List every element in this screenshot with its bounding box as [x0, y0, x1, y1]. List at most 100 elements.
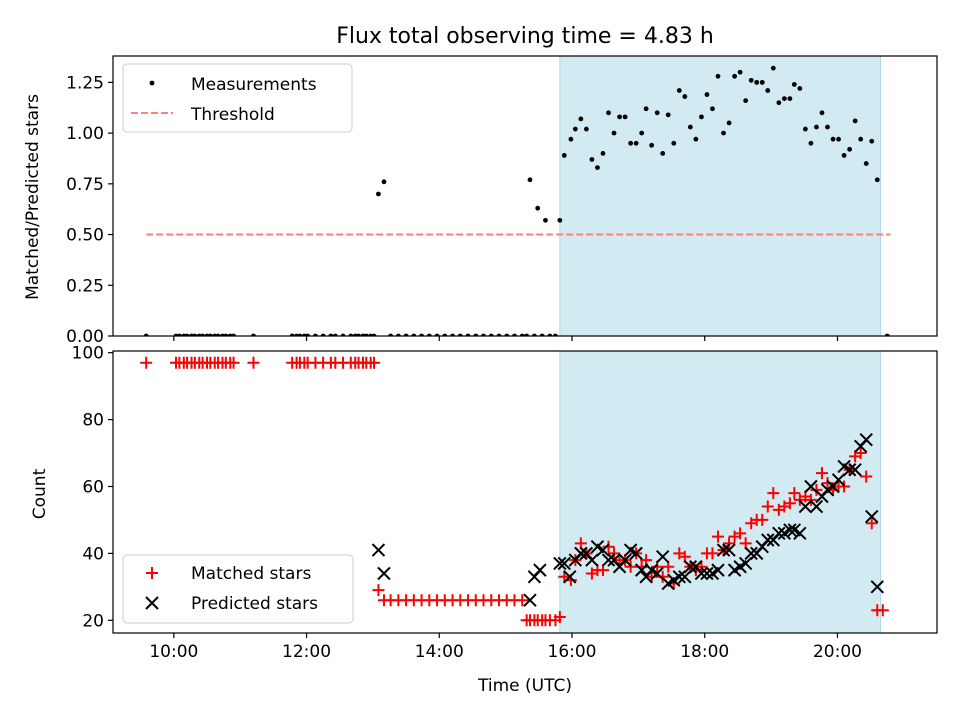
bottom-matched-stars-point: [810, 483, 823, 496]
bottom-predicted-stars-point: [716, 543, 731, 557]
bottom-matched-stars-point: [860, 470, 873, 483]
top-measurements-point: [557, 217, 563, 223]
bottom-matched-stars-point: [821, 477, 834, 490]
top-measurements-point: [791, 82, 797, 87]
bottom-xtick-label: 14:00: [415, 642, 464, 662]
bottom-predicted-stars-point: [596, 543, 610, 557]
bottom-ytick-label: 100: [72, 344, 104, 364]
bottom-predicted-stars-point: [804, 479, 818, 494]
top-measurements-point: [858, 136, 864, 142]
bottom-plot-content: [140, 351, 889, 633]
bottom-matched-stars-point: [767, 487, 780, 500]
bottom-predicted-stars-point: [738, 556, 753, 571]
top-ytick-label: 0.75: [66, 175, 104, 195]
bottom-matched-stars-point: [247, 356, 260, 369]
top-measurements-point: [654, 110, 660, 116]
top-measurements-point: [737, 69, 743, 75]
top-measurements-point: [797, 86, 803, 91]
top-measurements-point: [682, 94, 688, 99]
top-legend: Measurements Threshold: [122, 63, 353, 133]
top-measurements-point: [589, 157, 595, 162]
bottom-predicted-stars-point: [377, 566, 391, 581]
bottom-predicted-stars-point: [848, 463, 862, 477]
bottom-matched-stars-point: [783, 497, 796, 510]
top-y-axis-label: Matched/Predicted stars: [23, 94, 43, 300]
top-measurements-point: [535, 205, 541, 211]
legend-measurements-label: Measurements: [191, 75, 317, 95]
bottom-ytick-label: 60: [82, 477, 104, 497]
top-measurements-point: [874, 177, 880, 183]
bottom-xtick-label: 12:00: [282, 642, 331, 662]
top-panel: Flux total observing time = 4.83 h 0.000…: [23, 24, 938, 347]
bottom-predicted-stars-point: [678, 570, 692, 584]
bottom-predicted-stars-point: [744, 546, 758, 561]
top-ytick-label: 0.50: [66, 226, 104, 246]
legend-measurements-marker: [149, 80, 155, 86]
bottom-matched-stars-point: [624, 560, 637, 573]
bottom-matched-stars-point: [372, 584, 385, 597]
top-measurements-point: [726, 120, 732, 126]
bottom-predicted-stars-point: [870, 580, 884, 594]
top-measurements-point: [802, 126, 808, 132]
top-measurements-point: [622, 114, 628, 120]
bottom-predicted-stars-point: [831, 473, 846, 487]
top-measurements-point: [376, 191, 381, 197]
bottom-matched-stars-point: [227, 356, 240, 369]
bottom-matched-stars-point: [756, 513, 769, 526]
top-measurements-point: [628, 140, 634, 146]
legend-predicted-label: Predicted stars: [191, 594, 318, 614]
bottom-predicted-stars-point: [793, 526, 807, 541]
top-plot-content: [143, 56, 891, 336]
top-measurements-point: [852, 118, 858, 124]
top-measurements-point: [633, 140, 639, 146]
top-measurements-point: [600, 150, 606, 156]
bottom-y-axis-label: Count: [30, 468, 50, 519]
top-ytick-label: 1.25: [66, 73, 104, 93]
bottom-matched-stars-point: [712, 530, 725, 543]
bottom-matched-stars-point: [645, 570, 658, 583]
bottom-matched-stars-point: [553, 610, 566, 623]
top-observing-window: [559, 56, 882, 336]
bottom-predicted-stars-point: [694, 566, 709, 581]
bottom-predicted-stars-point: [772, 526, 786, 541]
bottom-predicted-stars-point: [683, 560, 698, 574]
top-clipped-area: [143, 56, 891, 336]
bottom-matched-stars-point: [602, 540, 615, 553]
top-measurements-point: [665, 112, 671, 118]
bottom-matched-stars-point: [734, 527, 747, 540]
bottom-legend: Matched stars Predicted stars: [122, 554, 354, 624]
bottom-matched-stars-point: [838, 480, 851, 493]
bottom-predicted-stars-point: [655, 550, 670, 564]
top-measurements-point: [841, 153, 847, 158]
top-measurements-point: [381, 179, 387, 185]
bottom-predicted-stars-point: [618, 553, 632, 567]
bottom-predicted-stars-point: [842, 463, 857, 477]
top-measurements-point: [617, 114, 622, 120]
bottom-matched-stars-point: [140, 356, 153, 369]
top-measurements-point: [561, 153, 567, 158]
bottom-frame: [112, 350, 938, 634]
bottom-matched-stars-point: [516, 594, 529, 607]
legend-matched-marker: [146, 567, 158, 579]
top-measurements-point: [825, 124, 830, 130]
legend-predicted-marker: [145, 596, 159, 610]
bottom-predicted-stars-point: [557, 556, 571, 571]
bottom-predicted-stars-point: [553, 556, 567, 571]
top-measurements-point: [754, 79, 760, 85]
bottom-predicted-stars-point: [700, 566, 714, 581]
top-measurements-point: [732, 73, 737, 79]
top-measurements-point: [847, 146, 853, 152]
bottom-predicted-stars-point: [783, 523, 797, 537]
bottom-xtick-label: 10:00: [149, 642, 198, 662]
top-measurements-point: [699, 114, 704, 120]
top-measurements-point: [765, 88, 771, 93]
bottom-matched-stars-point: [706, 547, 719, 560]
bottom-predicted-stars-point: [672, 570, 687, 584]
bottom-matched-stars-point: [865, 517, 878, 530]
bottom-matched-stars-point: [876, 604, 889, 617]
bottom-predicted-stars-point: [533, 563, 547, 577]
bottom-matched-stars-point: [815, 467, 828, 480]
bottom-matched-stars-point: [723, 537, 736, 550]
top-ytick-label: 1.00: [66, 124, 104, 144]
